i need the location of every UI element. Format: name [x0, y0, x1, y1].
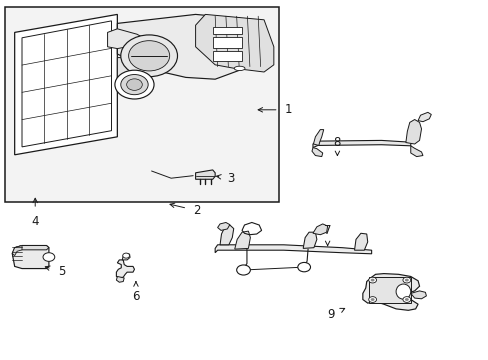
Circle shape [370, 279, 374, 282]
Circle shape [121, 75, 148, 95]
Polygon shape [313, 130, 323, 145]
Circle shape [122, 253, 129, 258]
Circle shape [43, 253, 55, 261]
Polygon shape [15, 14, 117, 155]
Circle shape [126, 79, 142, 90]
Ellipse shape [234, 66, 244, 71]
Bar [212, 37, 242, 48]
Text: 5: 5 [45, 265, 65, 278]
Polygon shape [312, 224, 327, 235]
Polygon shape [311, 148, 322, 157]
Polygon shape [107, 29, 146, 49]
Polygon shape [195, 14, 273, 72]
Ellipse shape [395, 284, 410, 299]
Polygon shape [303, 232, 316, 248]
Polygon shape [312, 140, 410, 148]
Text: 4: 4 [31, 198, 39, 228]
Polygon shape [217, 222, 229, 230]
Polygon shape [417, 112, 430, 122]
Text: 2: 2 [170, 203, 200, 217]
Text: 9: 9 [327, 309, 344, 321]
Text: 1: 1 [258, 103, 291, 116]
Text: 3: 3 [216, 172, 234, 185]
Circle shape [115, 70, 154, 99]
Polygon shape [362, 274, 419, 310]
Circle shape [402, 277, 410, 283]
Polygon shape [117, 58, 132, 79]
Text: 7: 7 [323, 224, 331, 246]
Circle shape [368, 277, 376, 283]
Bar [5, 7, 278, 202]
Text: 8: 8 [333, 136, 341, 156]
Polygon shape [405, 120, 421, 144]
Polygon shape [22, 21, 111, 147]
Polygon shape [15, 246, 49, 250]
Text: 6: 6 [132, 282, 140, 303]
Circle shape [297, 262, 310, 272]
Circle shape [236, 265, 250, 275]
Circle shape [370, 298, 374, 301]
Circle shape [402, 297, 410, 302]
Polygon shape [116, 260, 134, 278]
Circle shape [121, 35, 177, 77]
Polygon shape [12, 246, 22, 256]
Polygon shape [122, 253, 130, 260]
Bar [368, 277, 410, 303]
Polygon shape [117, 14, 264, 79]
Circle shape [404, 298, 408, 301]
Polygon shape [116, 276, 124, 282]
Polygon shape [220, 225, 233, 245]
Bar [212, 51, 242, 61]
Circle shape [404, 279, 408, 282]
Polygon shape [195, 170, 215, 179]
Circle shape [368, 297, 376, 302]
Polygon shape [410, 291, 426, 299]
Polygon shape [12, 246, 49, 269]
Circle shape [128, 41, 169, 71]
Bar [212, 27, 242, 34]
Polygon shape [234, 231, 250, 249]
Polygon shape [215, 245, 371, 254]
Polygon shape [354, 233, 367, 250]
Polygon shape [410, 146, 422, 157]
